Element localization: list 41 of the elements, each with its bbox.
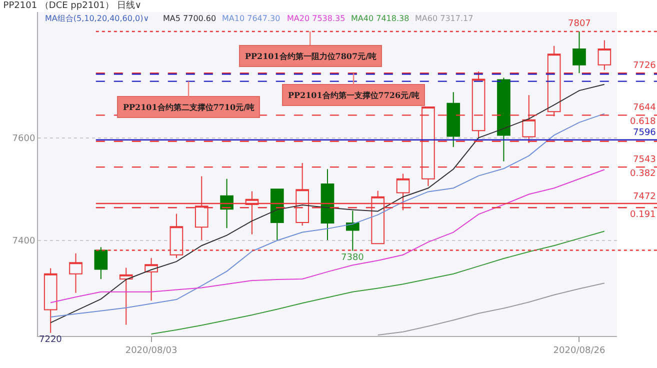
text: MA60 7317.17 [415,14,474,23]
chart-title: PP2101 （DCE pp2101） 日线∨ [3,0,142,12]
line-series [50,169,605,304]
ref-line-label: 7543 [633,155,656,165]
annotation: PP2101合约第二支撑位7710元/吨 [123,102,254,112]
candlestick [44,268,58,334]
candlestick [446,92,460,148]
text: MA20 7538.35 [287,14,346,23]
annotation: 0.618 [630,117,656,127]
candlestick [598,40,612,71]
line-series [150,230,605,334]
candlestick [69,252,82,294]
annotation: 7807 [568,19,591,29]
candlestick [572,31,586,74]
y-tick-label: 7400 [12,236,36,247]
y-tick-label: 7600 [12,134,36,144]
text: MA40 7418.38 [351,14,410,23]
ref-line-label: 7644 [633,103,656,113]
annotation: 0.382 [630,169,656,179]
text: MA5 7700.60 [163,14,216,23]
annotation: 7220 [39,335,62,345]
ref-line-label: 7472 [633,192,656,202]
candlestick [119,267,133,326]
ref-line-label: 7596 [633,128,656,138]
line-series [377,282,605,336]
annotation: PP2101合约第一阻力位7807元/吨 [245,51,376,61]
legend-title: MA组合(5,10,20,40,60,0)∨ [45,14,150,23]
x-tick-label: 2020/08/26 [553,346,606,356]
candlestick [270,188,284,240]
annotation: PP2101合约第一支撑位7726元/吨 [288,90,420,100]
candlestick [144,257,158,302]
annotation: 7380 [341,253,364,263]
x-tick-label: 2020/08/03 [125,346,178,356]
candlestick [320,168,334,240]
candlestick [497,77,510,162]
candlestick [220,178,234,229]
text: MA10 7647.30 [222,14,280,23]
candlestick [346,210,360,252]
annotation: 0.191 [630,210,656,220]
ref-line-label: 7726 [633,61,656,71]
candlestick [94,246,108,280]
